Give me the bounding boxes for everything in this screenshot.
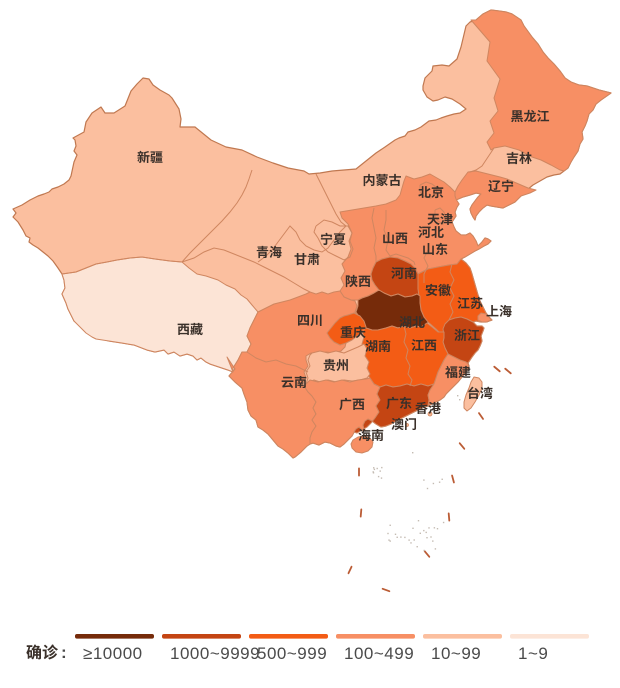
- svg-text::: :: [61, 643, 67, 662]
- svg-text:1000~9999: 1000~9999: [170, 644, 260, 663]
- svg-text:≥10000: ≥10000: [83, 644, 143, 663]
- svg-text:10~99: 10~99: [431, 644, 481, 663]
- svg-text:500~999: 500~999: [257, 644, 327, 663]
- svg-text:100~499: 100~499: [344, 644, 414, 663]
- svg-text:1~9: 1~9: [518, 644, 548, 663]
